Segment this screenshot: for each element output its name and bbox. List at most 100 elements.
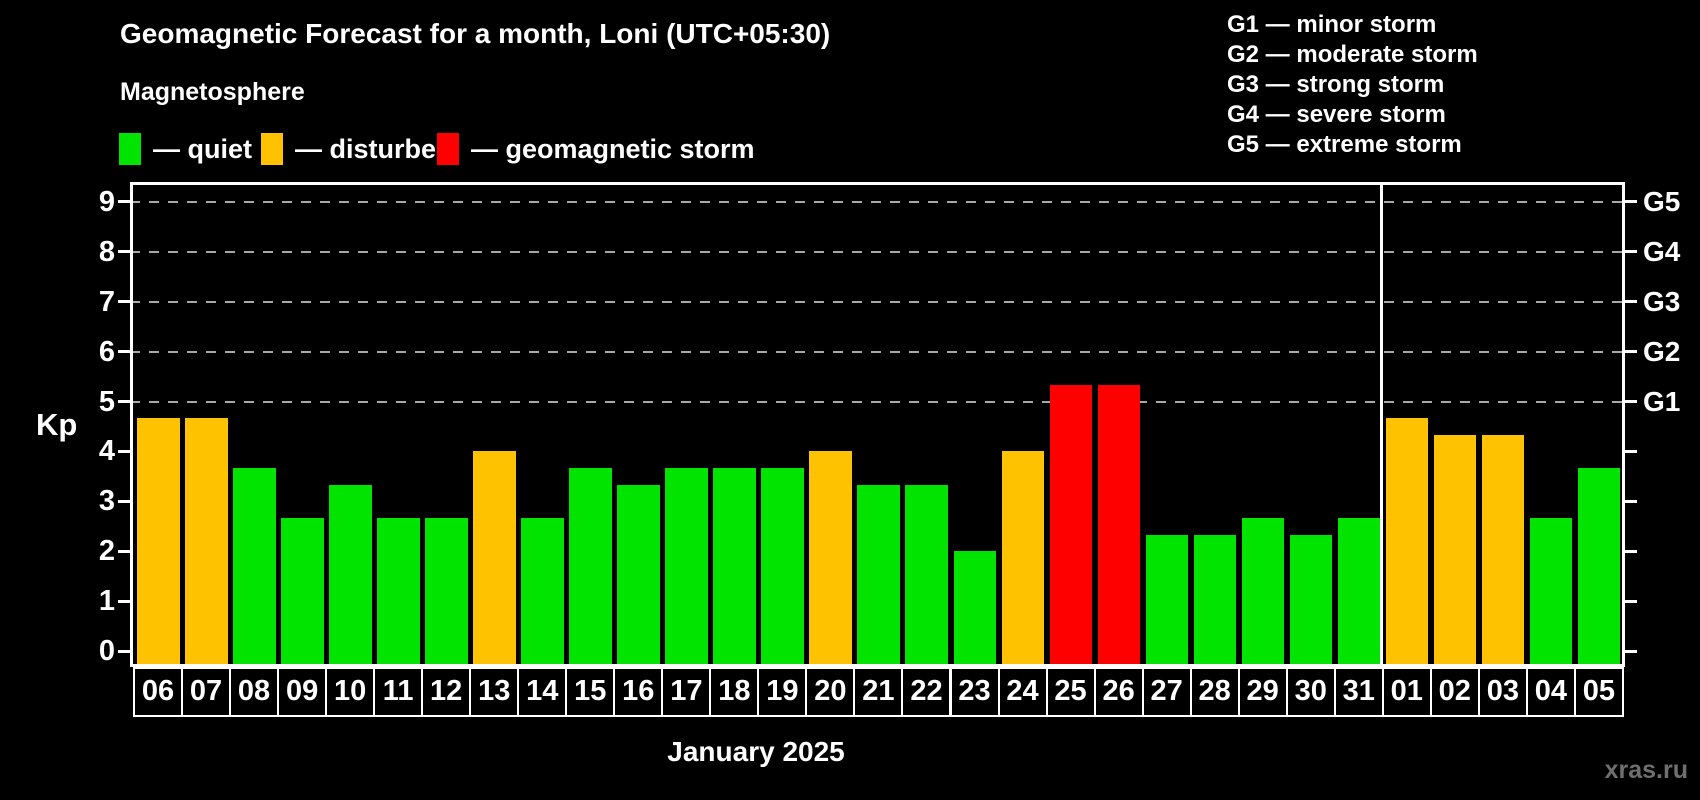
- date-cell-14: 14: [517, 667, 568, 717]
- bar-19: [761, 467, 804, 667]
- date-cell-31: 31: [1333, 667, 1384, 717]
- date-cell-09: 09: [277, 667, 328, 717]
- legend-item-quiet: — quiet: [119, 132, 252, 166]
- y-axis-tick: [118, 499, 130, 503]
- right-axis-tick: [1625, 549, 1637, 553]
- y-axis-tick: [118, 200, 130, 204]
- right-axis-tick: [1625, 350, 1637, 354]
- bar-03: [1481, 434, 1525, 667]
- gridline-kp-9: [130, 200, 1625, 203]
- date-cell-13: 13: [469, 667, 520, 717]
- bar-04: [1529, 517, 1573, 667]
- storm-swatch: [437, 133, 459, 165]
- bar-15: [569, 467, 612, 667]
- bar-11: [377, 517, 420, 667]
- y-axis-tick-label: 6: [98, 335, 115, 368]
- date-cell-28: 28: [1189, 667, 1240, 717]
- bar-06: [137, 417, 180, 667]
- date-cell-05: 05: [1573, 667, 1624, 717]
- date-cell-19: 19: [757, 667, 808, 717]
- date-cell-10: 10: [325, 667, 376, 717]
- date-cell-20: 20: [805, 667, 856, 717]
- date-cell-01: 01: [1381, 667, 1432, 717]
- right-axis-label-g2: G2: [1643, 335, 1681, 367]
- date-cell-25: 25: [1045, 667, 1096, 717]
- bar-07: [185, 417, 228, 667]
- date-cell-30: 30: [1285, 667, 1336, 717]
- bar-24: [1001, 451, 1045, 667]
- date-cell-08: 08: [229, 667, 280, 717]
- chart-title: Geomagnetic Forecast for a month, Loni (…: [120, 18, 831, 49]
- y-axis-tick-label: 2: [98, 535, 115, 568]
- storm-scale-line: G4 — severe storm: [1227, 101, 1446, 128]
- date-cell-22: 22: [901, 667, 952, 717]
- right-axis-label-g3: G3: [1643, 285, 1681, 317]
- plot-area: [118, 182, 1637, 667]
- bar-20: [809, 451, 852, 667]
- date-cell-18: 18: [709, 667, 760, 717]
- bar-30: [1289, 534, 1333, 667]
- date-cell-02: 02: [1429, 667, 1480, 717]
- disturbed-swatch: [261, 133, 283, 165]
- legend-item-disturbed: — disturbed: [261, 132, 453, 166]
- date-cell-11: 11: [373, 667, 424, 717]
- right-axis-label-g4: G4: [1643, 235, 1681, 267]
- gridline-kp-8: [130, 250, 1625, 253]
- right-axis-tick: [1625, 200, 1637, 204]
- month-label: January 2025: [667, 736, 845, 767]
- y-axis-tick: [118, 549, 130, 553]
- bar-14: [521, 517, 564, 667]
- y-axis-tick-label: 4: [98, 435, 115, 468]
- gridline-kp-5: [130, 400, 1625, 403]
- bar-09: [281, 517, 324, 667]
- storm-scale-line: G5 — extreme storm: [1227, 131, 1462, 158]
- bar-08: [233, 467, 276, 667]
- right-axis-tick: [1625, 449, 1637, 453]
- bar-28: [1193, 534, 1237, 667]
- plot-frame: [130, 182, 1625, 667]
- date-cell-07: 07: [181, 667, 232, 717]
- bar-13: [473, 451, 516, 667]
- bar-10: [329, 484, 372, 667]
- bar-12: [425, 517, 468, 667]
- date-cell-17: 17: [661, 667, 712, 717]
- right-axis-tick: [1625, 300, 1637, 304]
- y-axis-tick: [118, 449, 130, 453]
- right-axis-label-g5: G5: [1643, 185, 1681, 217]
- y-axis-tick-label: 7: [98, 285, 115, 318]
- right-axis-tick: [1625, 499, 1637, 503]
- right-axis-tick: [1625, 599, 1637, 603]
- date-cell-23: 23: [949, 667, 1000, 717]
- date-cell-29: 29: [1237, 667, 1288, 717]
- date-cell-26: 26: [1093, 667, 1144, 717]
- bar-23: [953, 551, 996, 667]
- right-axis-label-g1: G1: [1643, 385, 1681, 417]
- bar-17: [665, 467, 708, 667]
- y-axis-tick-label: 9: [98, 185, 115, 218]
- legend-label: — geomagnetic storm: [471, 133, 755, 164]
- y-axis-tick: [118, 400, 130, 403]
- storm-scale-legend: G1 — minor storm G2 — moderate storm G3 — …: [1227, 10, 1478, 160]
- bar-16: [617, 484, 660, 667]
- date-cell-04: 04: [1525, 667, 1576, 717]
- date-cell-06: 06: [133, 667, 183, 717]
- date-cell-27: 27: [1141, 667, 1192, 717]
- y-axis-tick: [118, 350, 130, 354]
- y-axis-tick-label: 8: [98, 235, 115, 268]
- right-axis-tick: [1625, 250, 1637, 254]
- bar-29: [1241, 517, 1285, 667]
- date-axis: 06 07 08 09 10 11 12 13 14 15 16 17 18 19 20 21 22 23 24 25…: [130, 667, 1630, 719]
- date-cell-24: 24: [997, 667, 1048, 717]
- date-cell-15: 15: [565, 667, 616, 717]
- date-cell-12: 12: [421, 667, 472, 717]
- storm-scale-line: G3 — strong storm: [1227, 71, 1445, 98]
- legend-item-storm: — geomagnetic storm: [437, 132, 755, 166]
- legend-label: — quiet: [153, 133, 252, 164]
- right-axis-tick: [1625, 649, 1637, 653]
- bar-22: [905, 484, 948, 667]
- bar-25: [1049, 385, 1093, 667]
- watermark: xras.ru: [1604, 756, 1688, 784]
- legend-label: — disturbed: [295, 133, 453, 164]
- storm-scale-line: G2 — moderate storm: [1227, 41, 1478, 68]
